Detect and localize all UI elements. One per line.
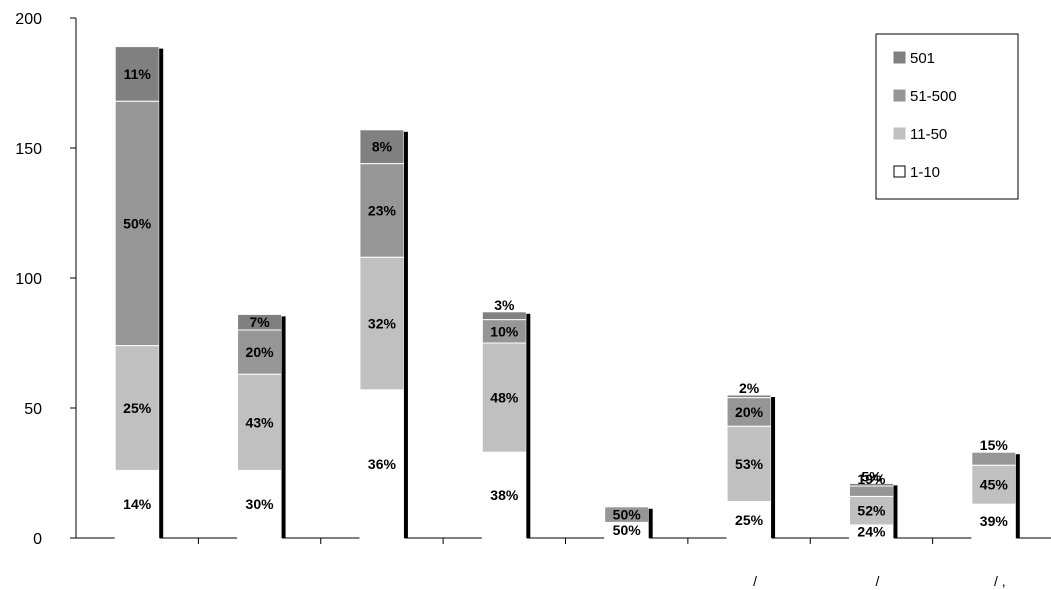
bar-segment bbox=[726, 397, 772, 427]
data-label: 50% bbox=[123, 215, 152, 231]
data-label: 38% bbox=[490, 487, 519, 503]
x-category-label: / bbox=[753, 573, 757, 589]
bar-segment bbox=[481, 311, 527, 321]
y-tick-label: 200 bbox=[15, 11, 42, 28]
legend-swatch bbox=[893, 51, 906, 64]
bars: 14% 25% 50% 11% 30% 43% 20% 7% 36% 32% 23% 8% 38% 48%… bbox=[114, 46, 1020, 540]
bar-segment bbox=[114, 469, 160, 539]
legend-swatch bbox=[893, 165, 906, 178]
data-label: 2% bbox=[739, 380, 760, 396]
bar-segment bbox=[726, 501, 772, 539]
data-label: 20% bbox=[735, 404, 764, 420]
data-label: 50% bbox=[613, 522, 642, 538]
bar-segment bbox=[359, 256, 405, 391]
bar-shadow bbox=[771, 397, 776, 538]
bar-segment bbox=[359, 129, 405, 165]
legend-label: 501 bbox=[910, 50, 935, 67]
data-label: 10% bbox=[490, 323, 519, 339]
y-tick-label: 100 bbox=[15, 271, 42, 288]
bar-segment bbox=[114, 100, 160, 347]
bar-shadow bbox=[1015, 454, 1020, 538]
bar-segment bbox=[481, 342, 527, 453]
bar-segment bbox=[848, 495, 894, 526]
data-label: 5% bbox=[861, 468, 882, 484]
data-label: 36% bbox=[368, 456, 397, 472]
bar-segment bbox=[237, 373, 283, 471]
y-tick-label: 150 bbox=[15, 141, 42, 158]
data-label: 25% bbox=[123, 400, 152, 416]
data-label: 52% bbox=[857, 503, 886, 519]
bar-shadow bbox=[526, 313, 531, 538]
legend-label: 11-50 bbox=[910, 126, 947, 143]
data-label: 3% bbox=[494, 297, 515, 313]
bar-segment bbox=[726, 394, 772, 399]
legend-swatch bbox=[893, 127, 906, 140]
data-label: 19% bbox=[857, 471, 886, 487]
data-label: 8% bbox=[372, 139, 393, 155]
legend: 501 51-500 11-50 1-10 bbox=[875, 33, 1019, 200]
data-label: 50% bbox=[613, 507, 642, 523]
data-label: 20% bbox=[246, 344, 275, 360]
legend-swatch bbox=[893, 89, 906, 102]
data-label: 43% bbox=[246, 414, 275, 430]
bar-segment bbox=[237, 469, 283, 539]
data-label: 24% bbox=[857, 524, 886, 540]
data-label: 11% bbox=[124, 66, 152, 82]
bar-segment bbox=[481, 451, 527, 539]
bar-segment bbox=[848, 485, 894, 497]
data-label: 45% bbox=[980, 477, 1009, 493]
bar-segment bbox=[359, 389, 405, 539]
data-label: 30% bbox=[246, 496, 275, 512]
bar-segment bbox=[848, 482, 894, 487]
bar-shadow bbox=[159, 48, 164, 538]
bar-segment bbox=[971, 451, 1017, 466]
bar-segment bbox=[971, 503, 1017, 539]
bar-segment bbox=[237, 329, 283, 375]
legend-label: 51-500 bbox=[910, 88, 957, 105]
bar-segment bbox=[359, 163, 405, 258]
data-label: 23% bbox=[368, 202, 397, 218]
bar-shadow bbox=[893, 485, 898, 538]
legend-label: 1-10 bbox=[910, 164, 940, 181]
data-label: 25% bbox=[735, 512, 764, 528]
data-label: 7% bbox=[249, 314, 270, 330]
y-tick-label: 0 bbox=[33, 531, 42, 548]
data-label: 39% bbox=[980, 513, 1009, 529]
data-label: 32% bbox=[368, 316, 397, 332]
data-label: 14% bbox=[123, 496, 152, 512]
bar-shadow bbox=[281, 316, 286, 538]
x-category-label: / bbox=[875, 573, 879, 589]
data-label: 48% bbox=[490, 390, 519, 406]
data-label: 53% bbox=[735, 456, 764, 472]
data-label: 15% bbox=[980, 437, 1009, 453]
y-tick-label: 50 bbox=[24, 401, 42, 418]
bar-shadow bbox=[403, 131, 408, 539]
x-category-label: / , bbox=[994, 573, 1006, 589]
bar-segment bbox=[114, 46, 160, 102]
bar-segment bbox=[114, 345, 160, 471]
bar-shadow bbox=[648, 508, 653, 538]
